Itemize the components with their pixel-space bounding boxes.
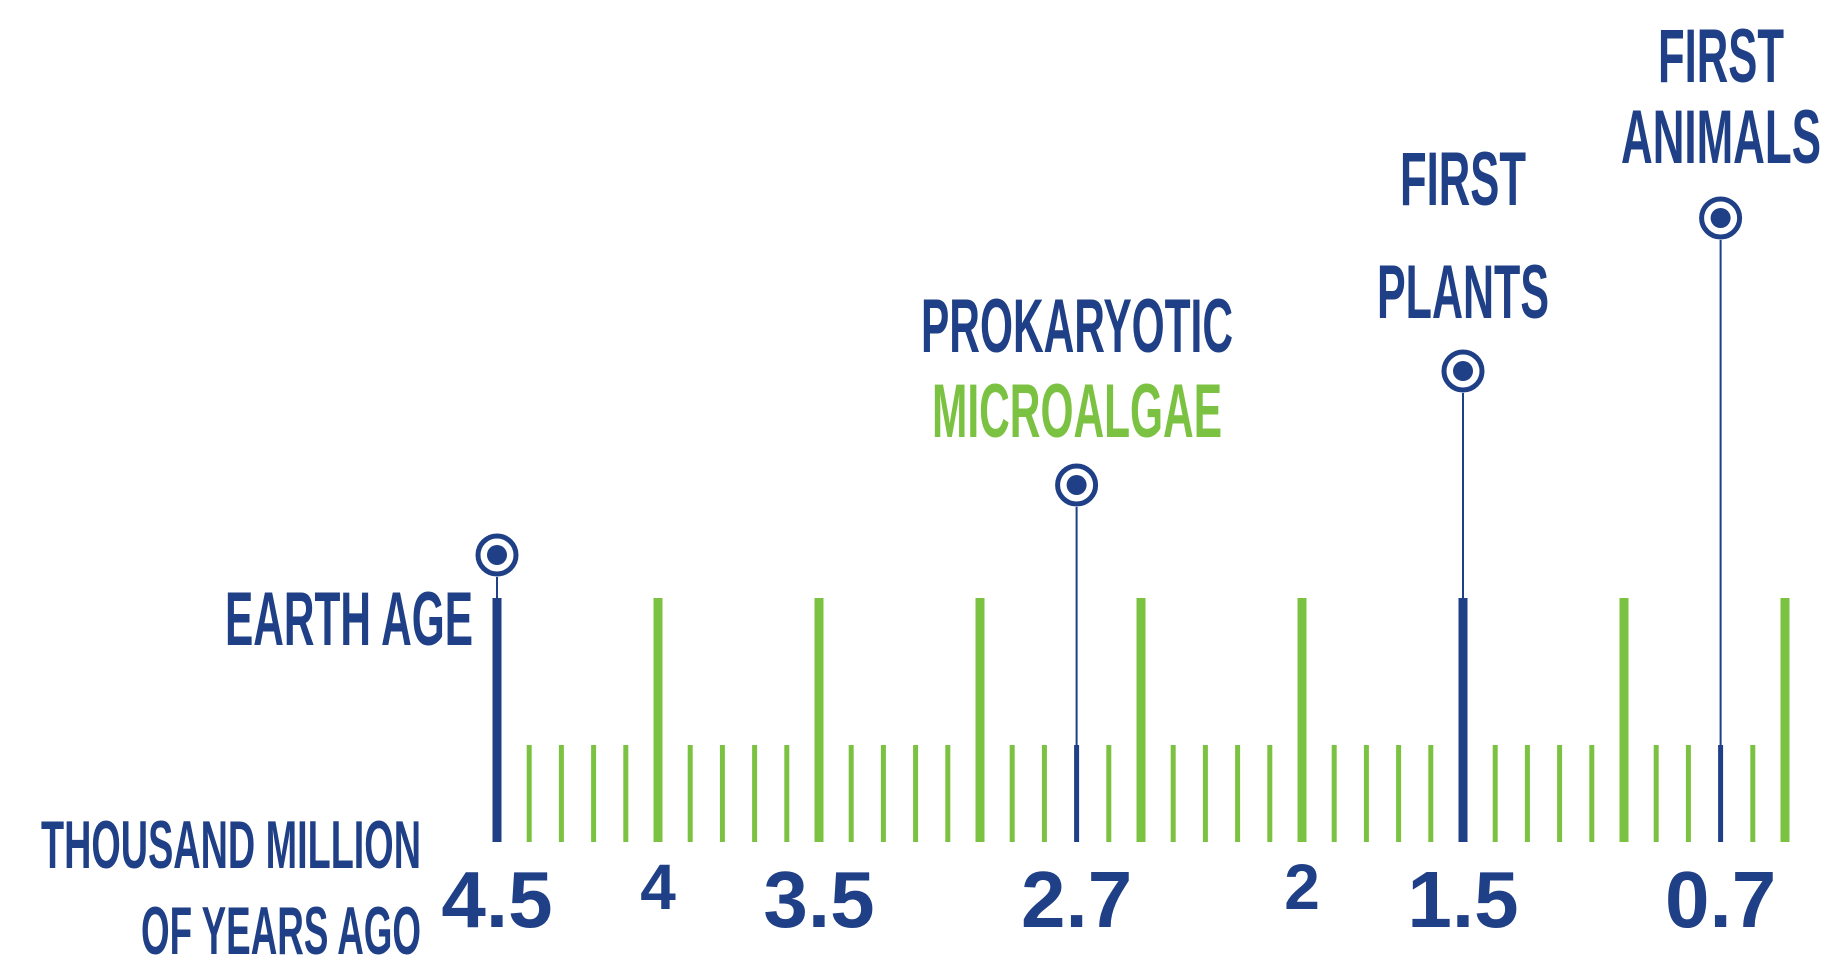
axis-tick-label-2: 2 (1284, 851, 1320, 923)
axis-tick-label-0-7: 0.7 (1665, 855, 1776, 944)
event-label-first-plants-line-2: PLANTS (1377, 250, 1549, 335)
axis-tick-label-3-5: 3.5 (763, 855, 874, 944)
marker-first-animals (1699, 196, 1743, 745)
axis-tick-label-1-5: 1.5 (1407, 855, 1518, 944)
axis-label-line-1: THOUSAND MILLION (41, 807, 421, 883)
marker-dot-first-animals (1710, 208, 1731, 228)
event-label-first-animals-line-2: ANIMALS (1621, 95, 1821, 180)
axis-tick-label-4-5: 4.5 (441, 855, 552, 944)
marker-dot-earth-age (487, 545, 507, 565)
axis-tick-label-2-7: 2.7 (1021, 855, 1132, 944)
marker-dot-first-plants (1453, 361, 1473, 381)
marker-earth-age (475, 533, 519, 598)
axis-label-line-2: OF YEARS AGO (141, 893, 421, 958)
event-label-microalgae: MICROALGAE (932, 369, 1222, 454)
tick-marks: 4.5 4 3.5 2.7 2 1.5 0.7 (441, 598, 1790, 944)
axis-tick-label-4: 4 (640, 851, 676, 923)
event-label-first-plants-line-1: FIRST (1400, 137, 1526, 222)
marker-prokaryotic-microalgae (1055, 463, 1099, 745)
event-markers (475, 196, 1743, 745)
event-label-first-animals-line-1: FIRST (1658, 14, 1784, 99)
marker-dot-prokaryotic-microalgae (1066, 475, 1087, 495)
marker-first-plants (1441, 349, 1485, 745)
event-label-earth-age: EARTH AGE (225, 577, 473, 662)
event-label-prokaryotic: PROKARYOTIC (921, 284, 1233, 369)
